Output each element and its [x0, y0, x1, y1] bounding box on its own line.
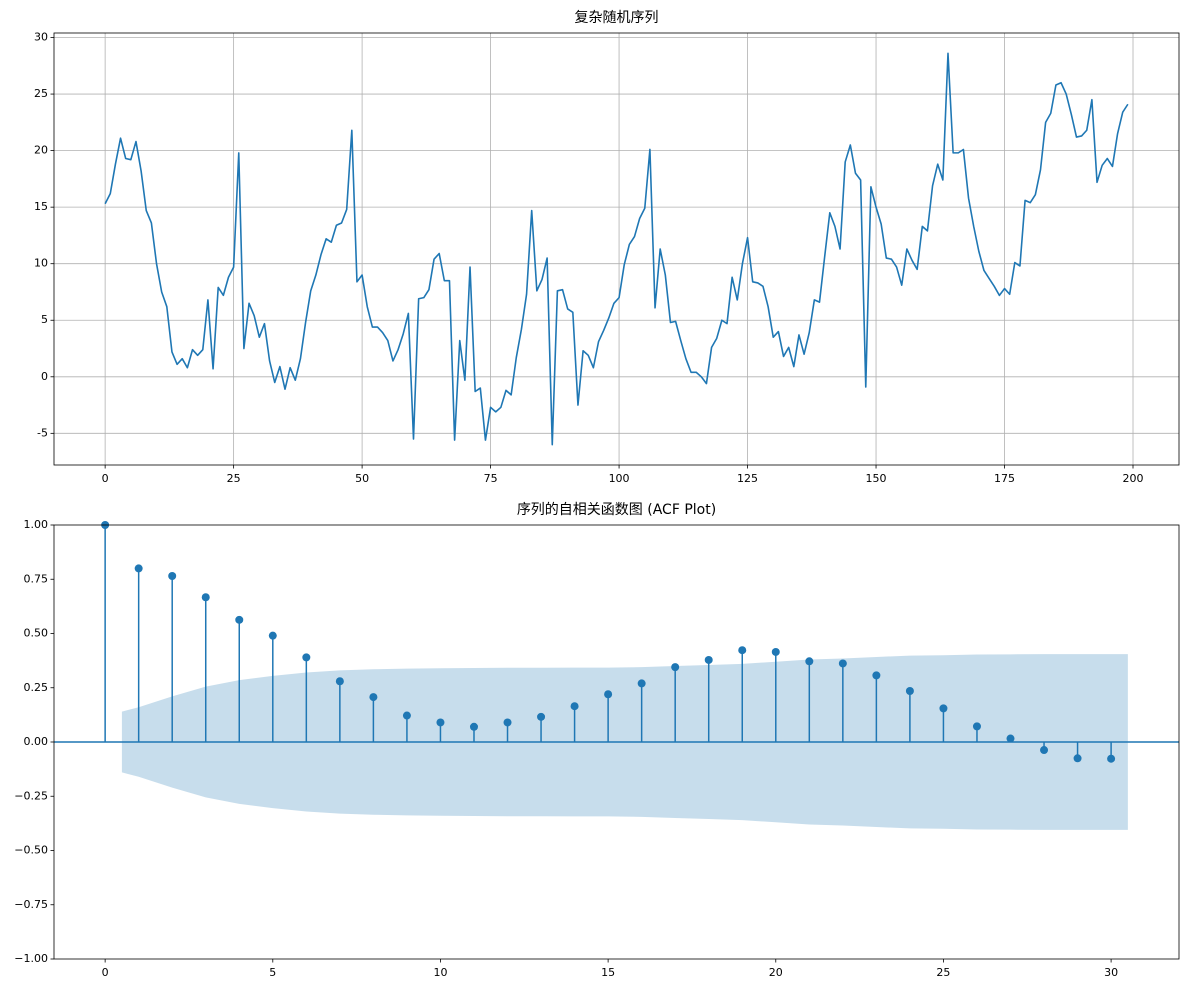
- y-tick-label: 0: [41, 370, 48, 383]
- y-tick-label: 0.75: [24, 572, 49, 585]
- y-tick-label: 0.00: [24, 735, 49, 748]
- stem-marker: [268, 631, 277, 640]
- stem-marker: [1107, 754, 1116, 763]
- y-tick-label: −1.00: [14, 952, 48, 965]
- chart-title: 序列的自相关函数图 (ACF Plot): [517, 502, 716, 518]
- stem-marker: [805, 657, 814, 666]
- x-tick-label: 25: [936, 966, 950, 979]
- stem-marker: [1006, 734, 1015, 743]
- stem-marker: [905, 687, 914, 696]
- x-tick-label: 20: [769, 966, 783, 979]
- x-tick-label: 100: [609, 472, 630, 485]
- y-tick-label: 10: [34, 257, 48, 270]
- stem-marker: [168, 571, 177, 580]
- y-tick-label: −0.25: [14, 789, 48, 802]
- y-tick-label: 0.50: [24, 627, 49, 640]
- stem-marker: [838, 659, 847, 668]
- stem-marker: [302, 653, 311, 662]
- y-tick-label: −0.75: [14, 898, 48, 911]
- stem-marker: [1073, 754, 1082, 763]
- stem-marker: [503, 718, 512, 727]
- y-tick-label: 15: [34, 200, 48, 213]
- stem-marker: [771, 647, 780, 656]
- stem-marker: [537, 712, 546, 721]
- stem-marker: [369, 693, 378, 702]
- axes-frame: [53, 524, 1180, 960]
- y-tick-label: 30: [34, 31, 48, 44]
- y-tick-label: 1.00: [24, 518, 49, 531]
- stem-marker: [738, 646, 747, 655]
- y-tick-label: 0.25: [24, 681, 49, 694]
- chart-title: 复杂随机序列: [575, 9, 659, 26]
- stem-marker: [235, 615, 244, 624]
- stem-marker: [201, 593, 210, 602]
- stem-marker: [671, 663, 680, 672]
- axes-frame: [53, 32, 1180, 466]
- stem-marker: [704, 655, 713, 664]
- x-tick-label: 15: [601, 966, 615, 979]
- x-tick-label: 10: [433, 966, 447, 979]
- stem-marker: [335, 677, 344, 686]
- y-tick-label: -5: [37, 426, 48, 439]
- x-tick-label: 75: [484, 472, 498, 485]
- y-tick-label: 20: [34, 144, 48, 157]
- stem-marker: [134, 564, 143, 573]
- stem-marker: [637, 679, 646, 688]
- stem-marker: [469, 722, 478, 731]
- x-tick-label: 0: [102, 472, 109, 485]
- stem-marker: [939, 704, 948, 713]
- stem-marker: [604, 690, 613, 699]
- stem-marker: [570, 702, 579, 711]
- x-tick-label: 200: [1123, 472, 1144, 485]
- x-tick-label: 175: [994, 472, 1015, 485]
- x-tick-label: 0: [102, 966, 109, 979]
- y-tick-label: −0.50: [14, 844, 48, 857]
- x-tick-label: 25: [227, 472, 241, 485]
- stem-marker: [436, 718, 445, 727]
- x-tick-label: 150: [866, 472, 887, 485]
- y-tick-label: 5: [41, 313, 48, 326]
- stem-marker: [402, 711, 411, 720]
- x-tick-label: 50: [355, 472, 369, 485]
- x-tick-label: 5: [269, 966, 276, 979]
- stem-marker: [972, 722, 981, 731]
- x-tick-label: 30: [1104, 966, 1118, 979]
- stem-marker: [1040, 746, 1049, 755]
- y-tick-label: 25: [34, 87, 48, 100]
- series-line: [104, 52, 1129, 446]
- x-tick-label: 125: [737, 472, 758, 485]
- stem-marker: [872, 671, 881, 680]
